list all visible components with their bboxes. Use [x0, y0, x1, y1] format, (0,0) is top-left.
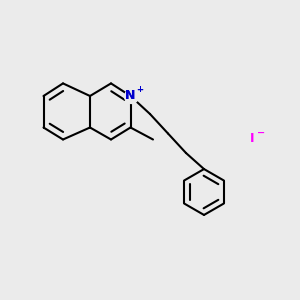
Text: N: N: [125, 89, 136, 103]
Text: +: +: [136, 85, 143, 94]
Text: +: +: [136, 85, 143, 94]
Text: I: I: [250, 131, 254, 145]
Text: N: N: [125, 89, 136, 103]
Text: −: −: [257, 128, 265, 138]
